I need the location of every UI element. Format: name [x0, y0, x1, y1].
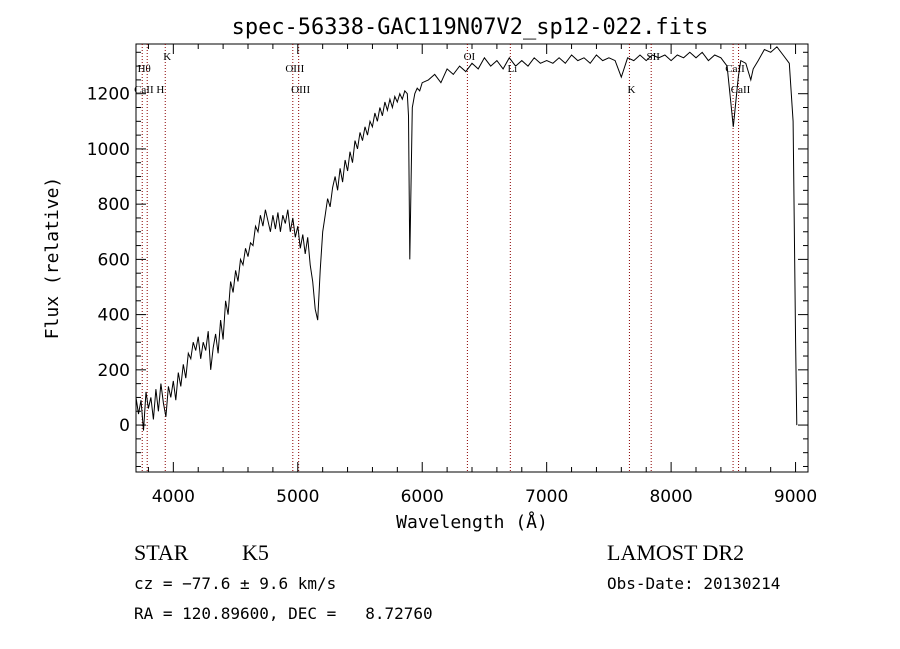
object-class: STAR [134, 540, 189, 565]
survey-name: LAMOST DR2 [607, 540, 745, 565]
x-tick-label: 4000 [152, 487, 195, 507]
y-tick-label: 1200 [87, 85, 130, 105]
plot-frame [135, 43, 809, 473]
y-axis-label: Flux (relative) [42, 177, 63, 340]
y-tick-label: 600 [98, 250, 130, 270]
ra-dec-coordinates: RA = 120.89600, DEC = 8.72760 [134, 604, 433, 623]
x-axis-label: Wavelength (Å) [396, 511, 548, 533]
spectral-line-label: OIII [291, 84, 310, 96]
x-tick-label: 9000 [774, 487, 817, 507]
observation-date: Obs-Date: 20130214 [607, 574, 781, 593]
spectrum-series [135, 46, 798, 431]
object-subclass: K5 [242, 540, 269, 565]
spectral-line-label: K [627, 84, 635, 96]
y-tick-label: 800 [98, 195, 130, 215]
redshift-velocity: cz = −77.6 ± 9.6 km/s [134, 574, 337, 593]
y-tick-label: 0 [119, 416, 130, 436]
spectral-line-label: OIII [285, 63, 304, 75]
x-tick-label: 6000 [401, 487, 444, 507]
spectral-line-label: CaII H [134, 84, 164, 96]
x-tick-label: 8000 [649, 487, 692, 507]
spectral-line-label: Li [507, 63, 517, 75]
spectral-line-label: K [163, 51, 171, 63]
x-tick-label: 7000 [525, 487, 568, 507]
x-tick-label: 5000 [276, 487, 319, 507]
x-axis: 4000 5000 6000 7000 8000 9000 [147, 44, 817, 507]
y-tick-label: 1000 [87, 140, 130, 160]
spectral-line-label: CaII [731, 84, 751, 96]
spectral-line-label: SII [646, 51, 660, 63]
chart-title: spec-56338-GAC119N07V2_sp12-022.fits [232, 15, 709, 40]
y-tick-label: 400 [98, 306, 130, 326]
spectral-line-label: Hθ [138, 63, 151, 75]
y-tick-label: 200 [98, 361, 130, 381]
spectral-line-label: OI [464, 51, 476, 63]
y-axis: 0 200 400 600 800 1000 1200 [87, 51, 808, 467]
